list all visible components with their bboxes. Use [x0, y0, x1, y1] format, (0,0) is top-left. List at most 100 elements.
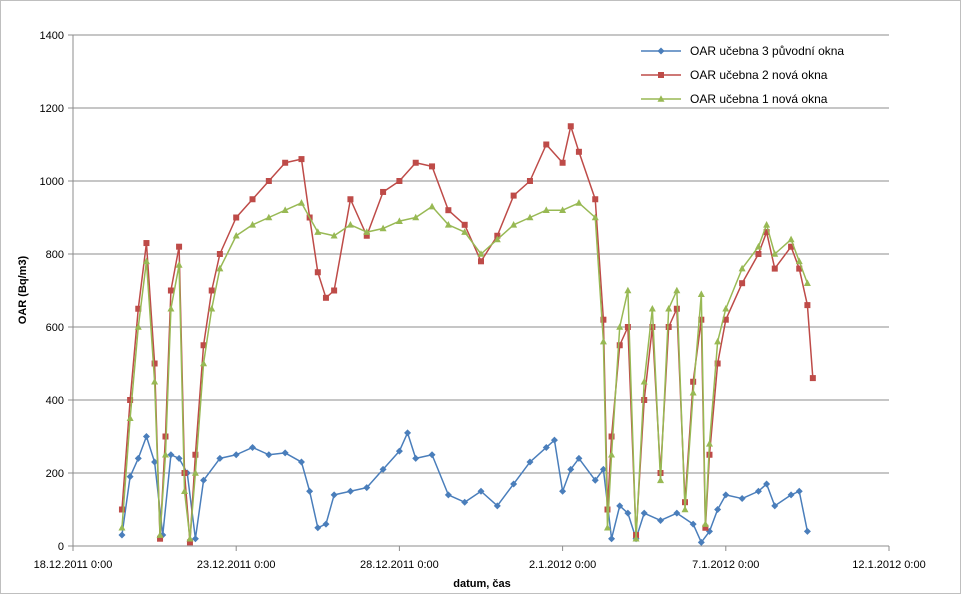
data-point — [477, 250, 485, 257]
data-point — [135, 305, 142, 312]
data-point — [640, 509, 648, 517]
legend-marker — [658, 72, 664, 78]
data-point — [176, 243, 183, 250]
data-point — [763, 221, 771, 228]
data-point — [649, 324, 656, 330]
data-point — [690, 378, 697, 385]
data-point — [281, 449, 289, 457]
data-point — [127, 397, 134, 403]
x-tick-label: 2.1.2012 0:00 — [529, 559, 596, 571]
y-tick-label: 1200 — [40, 103, 64, 115]
data-point — [795, 257, 803, 265]
data-point — [380, 188, 387, 195]
legend-item: OAR učebna 3 původní okna — [641, 44, 844, 58]
data-point — [249, 221, 257, 228]
data-point — [567, 123, 574, 130]
data-point — [186, 534, 194, 542]
data-point — [575, 148, 582, 155]
data-point — [186, 539, 193, 546]
data-point — [624, 324, 631, 330]
data-point — [754, 487, 762, 495]
data-point — [697, 538, 705, 546]
data-point — [428, 451, 436, 459]
data-point — [404, 429, 412, 437]
data-point — [200, 342, 207, 349]
x-tick-label: 18.12.2011 0:00 — [34, 559, 113, 571]
data-point — [493, 235, 501, 243]
data-point — [787, 491, 795, 499]
data-point — [346, 487, 354, 495]
data-point — [665, 324, 672, 330]
data-point — [755, 251, 762, 257]
data-point — [216, 251, 223, 257]
data-point — [200, 476, 208, 484]
data-point — [714, 360, 721, 367]
data-point — [689, 388, 697, 396]
data-point — [559, 206, 567, 213]
data-point — [216, 454, 224, 462]
data-point — [249, 196, 256, 203]
data-point — [395, 217, 403, 224]
data-point — [191, 469, 199, 476]
data-point — [265, 213, 273, 221]
data-point — [673, 509, 681, 517]
data-point — [526, 458, 534, 466]
data-point — [657, 516, 665, 524]
data-point — [461, 498, 469, 506]
data-point — [265, 451, 273, 459]
data-point — [142, 433, 150, 440]
data-point — [346, 221, 354, 228]
data-point — [118, 531, 126, 539]
data-point — [191, 535, 199, 543]
data-point — [603, 523, 611, 531]
data-point — [249, 443, 257, 451]
data-point — [363, 228, 371, 235]
data-point — [510, 221, 518, 228]
data-point — [265, 178, 272, 184]
data-point — [208, 287, 215, 294]
data-point — [379, 224, 387, 232]
y-tick-label: 0 — [58, 541, 64, 553]
data-point — [412, 454, 420, 462]
x-tick-label: 28.12.2011 0:00 — [360, 559, 439, 571]
data-point — [330, 231, 338, 239]
data-point — [167, 304, 175, 312]
y-tick-label: 800 — [46, 249, 64, 261]
data-point — [156, 531, 164, 538]
data-point — [461, 221, 468, 228]
data-point — [591, 213, 599, 221]
data-point — [526, 178, 533, 184]
data-point — [429, 163, 436, 170]
data-point — [322, 294, 329, 301]
data-point — [412, 159, 419, 166]
x-tick-label: 7.1.2012 0:00 — [692, 559, 759, 571]
data-point — [151, 360, 158, 367]
data-point — [477, 487, 485, 495]
data-point — [175, 261, 183, 268]
data-point — [444, 491, 452, 499]
data-point — [608, 433, 615, 440]
data-point — [803, 279, 811, 286]
data-point — [714, 337, 722, 345]
data-point — [175, 454, 183, 462]
data-point — [526, 213, 534, 221]
data-point — [575, 199, 583, 206]
data-point — [347, 196, 354, 203]
data-point — [282, 159, 289, 166]
data-point — [648, 304, 656, 312]
y-tick-label: 400 — [46, 395, 64, 407]
x-axis-title: datum, čas — [453, 578, 510, 590]
data-point — [550, 436, 558, 444]
data-point — [559, 487, 567, 495]
series-line — [121, 125, 814, 544]
legend-label: OAR učebna 2 nová okna — [690, 68, 828, 82]
data-point — [200, 359, 208, 367]
data-point — [702, 524, 709, 531]
data-point — [118, 523, 126, 531]
data-point — [428, 202, 436, 210]
data-point — [600, 316, 607, 323]
data-point — [722, 316, 729, 323]
data-point — [298, 156, 305, 163]
y-tick-label: 1000 — [40, 176, 64, 188]
